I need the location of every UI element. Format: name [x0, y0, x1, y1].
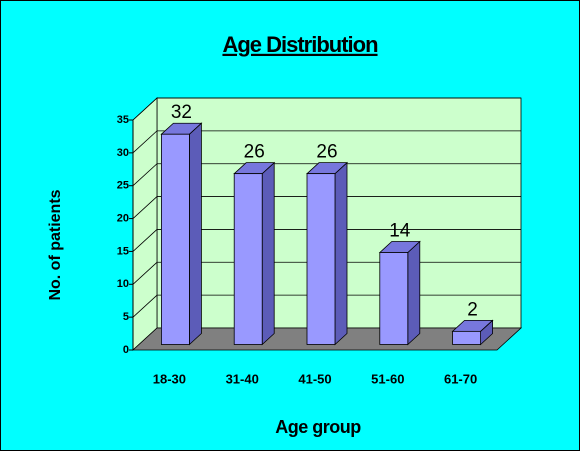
bar [160, 133, 190, 345]
y-tick-label: 30 [117, 147, 129, 159]
bar-side [407, 240, 421, 346]
grid-line [132, 163, 521, 187]
y-axis-label: No. of patients [47, 189, 64, 300]
data-label: 32 [171, 102, 192, 123]
y-tick-label: 5 [123, 311, 129, 323]
bar [306, 173, 336, 345]
side-wall [132, 97, 158, 351]
x-tick-label: 51-60 [371, 371, 404, 386]
bar [233, 173, 263, 345]
grid-line [132, 130, 521, 154]
y-tick-label: 35 [117, 114, 129, 126]
data-label: 26 [316, 142, 337, 163]
x-axis-label: Age group [275, 417, 361, 437]
y-tick-label: 15 [117, 245, 129, 257]
bar-side [261, 161, 275, 346]
y-tick-label: 0 [123, 344, 129, 356]
y-tick-label: 25 [117, 180, 129, 192]
x-tick-label: 41-50 [298, 371, 331, 386]
grid-line [132, 196, 521, 219]
bar [452, 330, 482, 345]
bar [379, 252, 409, 345]
x-tick-label: 61-70 [444, 371, 477, 386]
x-tick-label: 31-40 [226, 371, 259, 386]
x-tick-label: 18-30 [153, 371, 186, 386]
bar-side [334, 161, 348, 346]
grid-line [132, 229, 521, 252]
data-label: 26 [244, 142, 265, 163]
y-tick-label: 10 [117, 278, 129, 290]
chart-title: Age Distribution [222, 32, 378, 57]
grid-line [132, 97, 521, 121]
bar-side [188, 122, 202, 346]
y-tick-label: 20 [117, 212, 129, 224]
data-label: 14 [389, 221, 411, 242]
data-label: 2 [467, 299, 478, 320]
